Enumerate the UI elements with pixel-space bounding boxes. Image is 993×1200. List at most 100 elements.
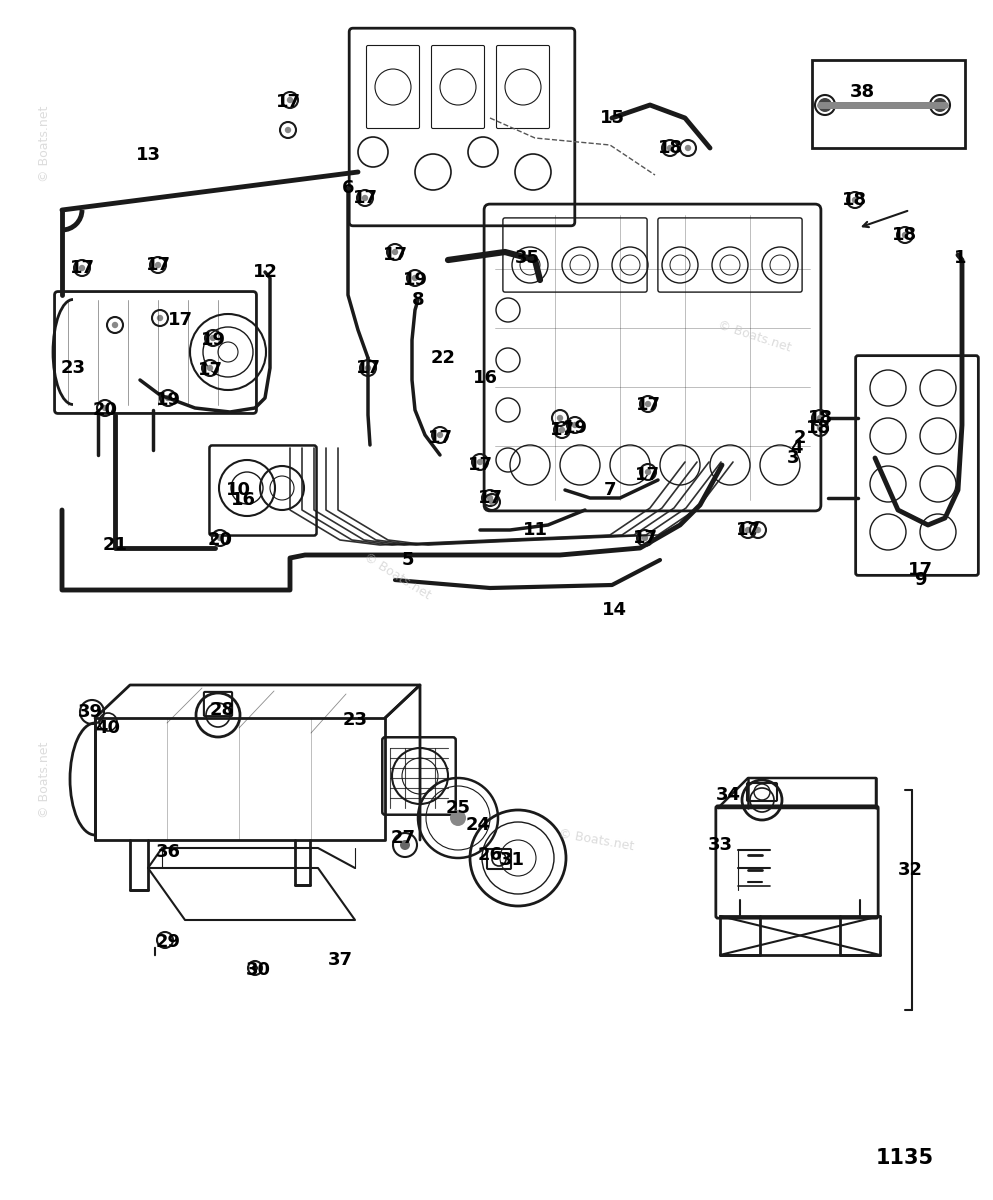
Text: 7: 7 — [604, 481, 617, 499]
Text: 17: 17 — [478, 490, 502, 506]
Text: 19: 19 — [156, 391, 181, 409]
Text: © Boats.net: © Boats.net — [716, 318, 793, 354]
Circle shape — [572, 421, 578, 428]
Circle shape — [557, 415, 563, 421]
Text: 13: 13 — [135, 146, 161, 164]
Text: 17: 17 — [355, 359, 380, 377]
Circle shape — [412, 275, 418, 281]
Text: 17: 17 — [633, 529, 657, 547]
Circle shape — [667, 145, 673, 151]
Circle shape — [755, 527, 762, 533]
Circle shape — [78, 265, 85, 271]
Text: 10: 10 — [225, 481, 250, 499]
Text: 17: 17 — [428, 428, 453, 446]
Text: 36: 36 — [156, 842, 181, 862]
Circle shape — [644, 469, 651, 475]
Text: 18: 18 — [805, 419, 830, 437]
Text: 16: 16 — [230, 491, 255, 509]
Circle shape — [155, 262, 161, 269]
Circle shape — [157, 314, 163, 322]
Circle shape — [489, 499, 496, 505]
Text: 27: 27 — [390, 829, 415, 847]
Text: 31: 31 — [499, 851, 524, 869]
Text: 12: 12 — [252, 263, 277, 281]
Text: 9: 9 — [914, 571, 926, 589]
Text: 23: 23 — [343, 710, 367, 728]
Text: 17: 17 — [353, 188, 377, 206]
Text: © Boats.net: © Boats.net — [38, 742, 52, 818]
Circle shape — [207, 365, 213, 371]
Circle shape — [392, 248, 398, 256]
Text: 22: 22 — [431, 349, 456, 367]
Circle shape — [487, 494, 494, 502]
Text: © Boats.net: © Boats.net — [557, 827, 635, 853]
Text: © Boats.net: © Boats.net — [38, 106, 52, 182]
Text: 17: 17 — [198, 361, 222, 379]
Circle shape — [745, 527, 751, 533]
Circle shape — [364, 365, 371, 371]
Text: 38: 38 — [849, 83, 875, 101]
Text: 15: 15 — [600, 109, 625, 127]
Circle shape — [644, 401, 651, 407]
Text: 17: 17 — [275, 92, 301, 110]
Text: 2: 2 — [793, 428, 806, 446]
Text: 17: 17 — [168, 311, 193, 329]
Text: 11: 11 — [522, 521, 547, 539]
Text: 5: 5 — [402, 551, 414, 569]
Text: 29: 29 — [156, 934, 181, 950]
Circle shape — [216, 535, 223, 541]
Text: 17: 17 — [70, 259, 94, 277]
Text: 17: 17 — [382, 246, 407, 264]
Text: 28: 28 — [210, 701, 234, 719]
Circle shape — [400, 840, 410, 850]
Text: 4: 4 — [789, 439, 802, 457]
Circle shape — [252, 965, 258, 971]
Circle shape — [361, 194, 368, 202]
Circle shape — [818, 98, 832, 112]
Text: 3: 3 — [786, 449, 799, 467]
Text: 24: 24 — [466, 816, 491, 834]
Text: 17: 17 — [146, 256, 171, 274]
Text: 23: 23 — [61, 359, 85, 377]
Text: 17: 17 — [549, 421, 575, 439]
Text: 19: 19 — [402, 271, 428, 289]
Text: 34: 34 — [716, 786, 741, 804]
Circle shape — [559, 427, 565, 433]
Text: © Boats.net: © Boats.net — [361, 551, 433, 601]
Circle shape — [102, 404, 108, 412]
Text: 20: 20 — [208, 530, 232, 550]
Text: 40: 40 — [95, 719, 120, 737]
Circle shape — [817, 415, 823, 421]
Text: 20: 20 — [92, 401, 117, 419]
Circle shape — [112, 322, 118, 328]
Text: 35: 35 — [514, 248, 539, 266]
Text: 17: 17 — [635, 466, 659, 484]
Text: 18: 18 — [893, 226, 918, 244]
Text: 1135: 1135 — [876, 1148, 934, 1168]
Text: 18: 18 — [842, 191, 868, 209]
Text: 19: 19 — [562, 419, 588, 437]
Circle shape — [450, 810, 466, 826]
Circle shape — [437, 432, 443, 438]
Circle shape — [933, 98, 947, 112]
Circle shape — [817, 425, 823, 431]
Text: 18: 18 — [657, 139, 682, 157]
Circle shape — [902, 232, 909, 238]
Text: 17: 17 — [636, 396, 660, 414]
Circle shape — [285, 127, 291, 133]
Text: 21: 21 — [102, 536, 127, 554]
Text: 30: 30 — [245, 961, 270, 979]
Circle shape — [287, 97, 293, 103]
Text: 39: 39 — [77, 703, 102, 721]
Text: 33: 33 — [707, 836, 733, 854]
Circle shape — [165, 395, 171, 401]
Text: 25: 25 — [446, 799, 471, 817]
Text: 26: 26 — [478, 846, 502, 864]
Circle shape — [477, 458, 484, 466]
Text: 17: 17 — [736, 521, 761, 539]
Circle shape — [852, 197, 858, 203]
Circle shape — [641, 535, 648, 541]
Text: 17: 17 — [468, 456, 493, 474]
Text: 32: 32 — [898, 862, 922, 878]
Circle shape — [685, 145, 691, 151]
